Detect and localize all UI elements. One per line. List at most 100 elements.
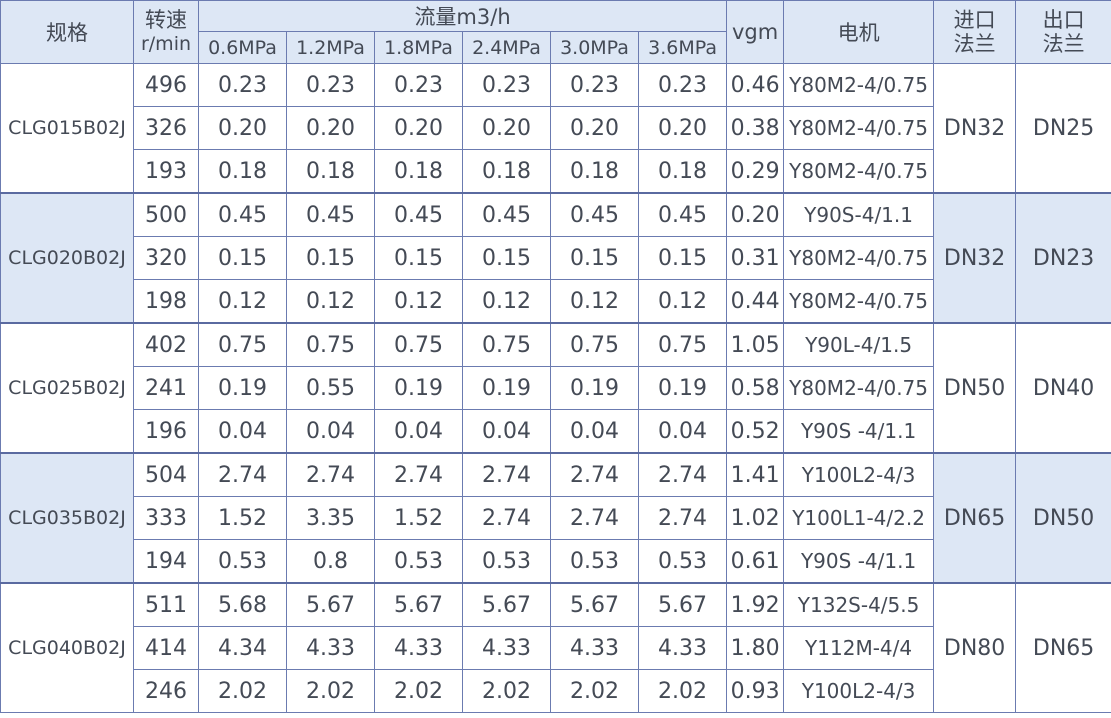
- flow-cell: 2.74: [374, 452, 463, 497]
- flow-cell: 5.67: [374, 582, 463, 627]
- flow-cell: 0.45: [637, 192, 728, 237]
- vgm-cell: 0.46: [726, 63, 785, 107]
- flow-cell: 0.12: [286, 279, 375, 324]
- flow-cell: 0.75: [286, 322, 375, 367]
- flow-cell: 0.20: [198, 106, 287, 150]
- flow-cell: 4.33: [374, 626, 463, 670]
- flow-cell: 0.20: [374, 106, 463, 150]
- flow-cell: 0.12: [462, 279, 551, 324]
- table-row: 246 2.02 2.02 2.02 2.02 2.02 2.02 0.93 Y100L2-4/…: [1, 669, 1111, 713]
- model-group: CLG035B02J 504 2.74 2.74 2.74 2.74 2.74 2.74 1.4…: [0, 452, 1111, 584]
- model-cell: CLG025B02J: [0, 322, 134, 454]
- flow-cell: 0.23: [374, 63, 463, 107]
- flow-cell: 0.53: [637, 539, 728, 584]
- vgm-cell: 1.92: [726, 582, 785, 627]
- speed-cell: 414: [133, 626, 199, 670]
- header-pressure: 2.4MPa: [462, 31, 551, 64]
- speed-cell: 198: [133, 279, 199, 324]
- inlet-flange-cell: DN50: [933, 322, 1017, 454]
- table-row: CLG035B02J 504 2.74 2.74 2.74 2.74 2.74 2.74 1.4…: [0, 452, 1111, 584]
- table-row: 326 0.20 0.20 0.20 0.20 0.20 0.20 0.38 Y80M2-4/0…: [1, 106, 1111, 150]
- flow-cell: 0.75: [637, 322, 728, 367]
- flow-cell: 4.34: [198, 626, 287, 670]
- header-pressure: 1.2MPa: [286, 31, 375, 64]
- outlet-flange-cell: DN23: [1015, 192, 1111, 324]
- vgm-cell: 1.05: [726, 322, 785, 367]
- speed-cell: 511: [133, 582, 199, 627]
- speed-cell: 196: [133, 409, 199, 454]
- speed-cell: 326: [133, 106, 199, 150]
- flow-cell: 0.20: [286, 106, 375, 150]
- motor-cell: Y80M2-4/0.75: [783, 63, 935, 107]
- flow-cell: 0.23: [637, 63, 728, 107]
- model-cell: CLG035B02J: [0, 452, 134, 584]
- flow-cell: 2.74: [462, 452, 551, 497]
- flow-cell: 0.20: [637, 106, 728, 150]
- table-row: 194 0.53 0.8 0.53 0.53 0.53 0.53 0.61 Y90S -4/1.…: [1, 539, 1111, 584]
- model-group: CLG015B02J 496 0.23 0.23 0.23 0.23 0.23 0.23 0.4…: [0, 63, 1111, 194]
- flow-cell: 0.45: [286, 192, 375, 237]
- flow-cell: 0.12: [637, 279, 728, 324]
- flow-cell: 5.67: [462, 582, 551, 627]
- model-cell: CLG020B02J: [0, 192, 134, 324]
- flow-cell: 0.53: [374, 539, 463, 584]
- flow-cell: 0.45: [198, 192, 287, 237]
- speed-cell: 241: [133, 366, 199, 410]
- flow-cell: 4.33: [550, 626, 639, 670]
- flow-cell: 2.74: [462, 496, 551, 540]
- flow-cell: 0.04: [286, 409, 375, 454]
- motor-cell: Y80M2-4/0.75: [783, 106, 935, 150]
- header-pressure: 1.8MPa: [374, 31, 463, 64]
- flow-cell: 0.45: [462, 192, 551, 237]
- flow-cell: 0.75: [550, 322, 639, 367]
- flow-cell: 5.67: [637, 582, 728, 627]
- outlet-flange-cell: DN50: [1015, 452, 1111, 584]
- flow-cell: 0.55: [286, 366, 375, 410]
- vgm-cell: 1.80: [726, 626, 785, 670]
- motor-cell: Y132S-4/5.5: [783, 582, 935, 627]
- speed-cell: 402: [133, 322, 199, 367]
- flow-cell: 0.53: [198, 539, 287, 584]
- flow-cell: 0.53: [462, 539, 551, 584]
- flow-cell: 0.45: [374, 192, 463, 237]
- flow-cell: 2.74: [550, 452, 639, 497]
- speed-cell: 333: [133, 496, 199, 540]
- header-vgm: vgm: [726, 0, 785, 64]
- vgm-cell: 0.20: [726, 192, 785, 237]
- table-row: CLG015B02J 496 0.23 0.23 0.23 0.23 0.23 0.23 0.4…: [0, 63, 1111, 194]
- vgm-cell: 1.41: [726, 452, 785, 497]
- header-motor: 电机: [783, 0, 935, 64]
- flow-cell: 0.15: [462, 236, 551, 280]
- vgm-cell: 0.93: [726, 669, 785, 713]
- table-row: CLG040B02J 511 5.68 5.67 5.67 5.67 5.67 5.67 1.9…: [0, 582, 1111, 713]
- flow-cell: 2.74: [550, 496, 639, 540]
- vgm-cell: 0.29: [726, 149, 785, 194]
- table-header: 规格 转速 r/min 流量m3/h vgm 电机 进口 法兰 出口 法兰 0.…: [0, 0, 1111, 64]
- motor-cell: Y100L1-4/2.2: [783, 496, 935, 540]
- flow-cell: 0.45: [550, 192, 639, 237]
- motor-cell: Y90S -4/1.1: [783, 409, 935, 454]
- model-group: CLG040B02J 511 5.68 5.67 5.67 5.67 5.67 5.67 1.9…: [0, 582, 1111, 713]
- flow-cell: 0.19: [374, 366, 463, 410]
- motor-cell: Y100L2-4/3: [783, 452, 935, 497]
- header-flow: 流量m3/h: [197, 0, 728, 32]
- header-inlet-sublabel: 法兰: [953, 32, 996, 56]
- motor-cell: Y90S-4/1.1: [783, 192, 935, 237]
- flow-cell: 2.02: [286, 669, 375, 713]
- flow-cell: 5.68: [198, 582, 287, 627]
- speed-cell: 504: [133, 452, 199, 497]
- flow-cell: 2.74: [198, 452, 287, 497]
- motor-cell: Y90S -4/1.1: [783, 539, 935, 584]
- table-row: CLG020B02J 500 0.45 0.45 0.45 0.45 0.45 0.45 0.2…: [0, 192, 1111, 324]
- flow-cell: 0.75: [198, 322, 287, 367]
- table-row: 333 1.52 3.35 1.52 2.74 2.74 2.74 1.02 Y100L1-4/…: [1, 496, 1111, 540]
- speed-cell: 246: [133, 669, 199, 713]
- flow-cell: 0.23: [462, 63, 551, 107]
- flow-cell: 0.15: [637, 236, 728, 280]
- flow-cell: 5.67: [286, 582, 375, 627]
- flow-cell: 0.23: [550, 63, 639, 107]
- flow-cell: 2.74: [637, 452, 728, 497]
- speed-cell: 500: [133, 192, 199, 237]
- flow-cell: 0.15: [286, 236, 375, 280]
- vgm-cell: 0.52: [726, 409, 785, 454]
